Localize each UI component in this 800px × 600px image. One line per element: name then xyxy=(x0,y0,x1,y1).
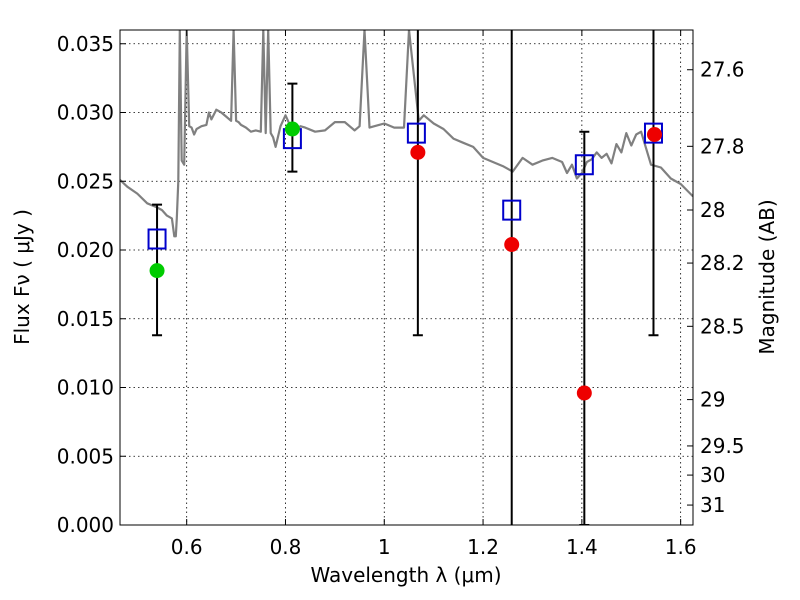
y-tick-label: 0.020 xyxy=(57,238,114,262)
y-tick-label: 0.030 xyxy=(57,101,114,125)
model-photometry-square xyxy=(574,154,594,176)
ticks: 0.6 0.8 1 1.2 1.4 1.6 0.000 0.005 0.010 0.015 0.02… xyxy=(57,30,745,559)
x-tick-label: 0.6 xyxy=(171,535,203,559)
y2-tick-label: 28 xyxy=(700,198,725,222)
x-tick-label: 1 xyxy=(378,535,391,559)
model-photometry-square xyxy=(502,199,522,221)
y2-tick-label: 29 xyxy=(700,388,725,412)
y2-tick-label: 29.5 xyxy=(700,434,745,458)
y-tick-label: 0.005 xyxy=(57,444,114,468)
y-tick-label: 0.010 xyxy=(57,376,114,400)
model-photometry-square xyxy=(406,122,426,144)
x-tick-label: 0.8 xyxy=(270,535,302,559)
markers-layer xyxy=(147,121,663,401)
y-tick-label: 0.000 xyxy=(57,513,114,537)
model-spectrum-layer xyxy=(120,30,693,238)
plot-frame xyxy=(119,29,694,526)
y2-tick-label: 28.5 xyxy=(700,314,745,338)
model-photometry-square xyxy=(643,122,663,144)
observed-point-green xyxy=(284,121,300,137)
y2-tick-label: 31 xyxy=(700,493,725,517)
y2-tick-label: 30 xyxy=(700,463,725,487)
observed-point-green xyxy=(149,263,165,279)
y2-axis-label: Magnitude (AB) xyxy=(755,199,779,354)
y-tick-label: 0.025 xyxy=(57,169,114,193)
observed-point-red xyxy=(646,127,662,142)
observed-point-red xyxy=(576,385,592,401)
x-tick-label: 1.2 xyxy=(467,535,499,559)
y2-tick-label: 27.6 xyxy=(700,58,745,82)
observed-point-red xyxy=(410,144,426,160)
y-tick-label: 0.015 xyxy=(57,307,114,331)
x-tick-label: 1.4 xyxy=(566,535,598,559)
observed-point-red xyxy=(504,237,520,252)
model-photometry-square xyxy=(147,228,167,250)
model-spectrum-line xyxy=(120,30,693,238)
y2-tick-label: 27.8 xyxy=(700,134,745,158)
x-tick-label: 1.6 xyxy=(665,535,697,559)
x-axis-label: Wavelength λ (μm) xyxy=(310,563,501,587)
y-axis-label: Flux Fν ( μJy ) xyxy=(10,209,34,345)
y2-tick-label: 28.2 xyxy=(700,251,745,275)
y-tick-label: 0.035 xyxy=(57,32,114,56)
grid xyxy=(120,30,693,526)
